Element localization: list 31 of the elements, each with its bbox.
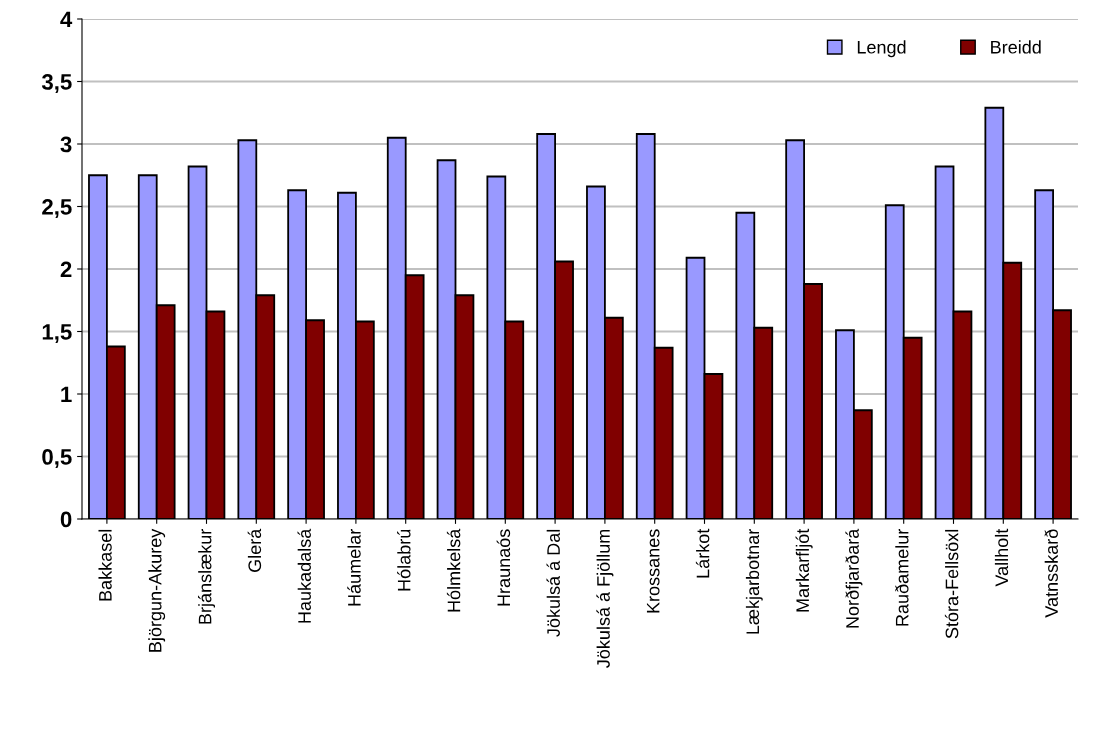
y-tick-label: 4: [60, 11, 73, 28]
x-tick-label: Brjánslækur: [197, 529, 216, 624]
x-tick-label: Norðfjarðará: [845, 528, 863, 628]
y-tick-label: 0,5: [42, 449, 72, 468]
y-tick-label: 1,5: [42, 324, 72, 343]
x-tick-label: Jökulsá á Dal: [546, 529, 560, 637]
legend-label: Breidd: [991, 40, 1041, 54]
y-tick-label: 3,5: [41, 74, 72, 93]
x-tick-label: Haukadalsá: [297, 528, 311, 623]
x-tick-label: Rauðamelur: [895, 529, 909, 626]
x-tick-label: Hólmkelsá: [446, 528, 461, 612]
x-tick-label: Stóra-Fellsöxl: [944, 529, 959, 639]
x-tick-label: Hólabrú: [397, 529, 411, 591]
y-tick-label: 1: [61, 386, 72, 403]
x-tick-label: Glerá: [247, 528, 262, 572]
x-tick-label: Háumelar: [347, 529, 361, 606]
x-tick-label: Vatnsskarð: [1044, 529, 1058, 618]
x-tick-label: Björgun-Akurey: [148, 528, 166, 652]
x-tick-label: Lárkot: [695, 528, 710, 578]
x-tick-label: Krossanes: [646, 529, 660, 613]
x-tick-label: Hraunaós: [496, 529, 511, 606]
y-tick-label: 3: [60, 136, 72, 153]
x-tick-label: Bakkasel: [98, 529, 112, 601]
legend-label: Lengd: [857, 40, 906, 58]
x-tick-label: Markarfljót: [795, 528, 813, 612]
y-tick-label: 2,5: [42, 199, 72, 218]
x-tick-label: Vallholt: [994, 528, 1009, 587]
x-tick-label: Lækjarbotnar: [745, 529, 763, 634]
x-tick-label: Jökulsá á Fjöllum: [596, 529, 614, 668]
y-tick-label: 0: [60, 511, 72, 528]
y-tick-label: 2: [60, 261, 72, 278]
